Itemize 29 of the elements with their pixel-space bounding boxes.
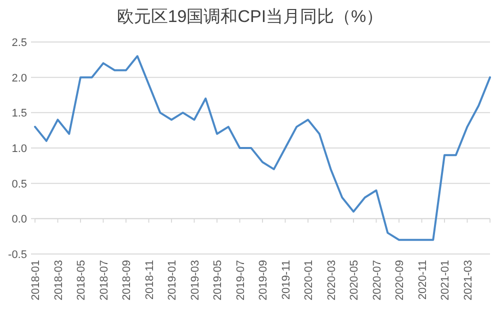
x-tick-label: 2020-01 — [303, 260, 315, 300]
y-tick-label: 2.0 — [12, 72, 27, 84]
y-tick-label: 0.0 — [12, 214, 27, 226]
y-tick-label: 1.0 — [12, 143, 27, 155]
x-tick-label: 2020-09 — [394, 260, 406, 300]
x-tick-label: 2021-01 — [440, 260, 452, 300]
x-tick-label: 2019-01 — [166, 260, 178, 300]
x-tick-label: 2018-03 — [52, 260, 65, 300]
y-tick-label: 2.5 — [12, 37, 27, 49]
x-tick-label: 2019-05 — [212, 260, 224, 300]
chart-title: 欧元区19国调和CPI当月同比（%） — [116, 7, 384, 26]
x-tick-label: 2018-07 — [98, 260, 110, 300]
x-tick-label: 2020-03 — [326, 260, 338, 300]
y-tick-label: 0.5 — [12, 178, 27, 190]
x-tick-label: 2020-07 — [371, 260, 384, 300]
x-tick-label: 2018-01 — [30, 260, 42, 300]
x-tick-label: 2019-09 — [258, 260, 270, 300]
x-tick-label: 2018-11 — [144, 260, 156, 300]
line-series — [34, 55, 491, 241]
x-tick-label: 2020-11 — [416, 260, 429, 300]
x-tick-label: 2018-05 — [76, 260, 88, 300]
x-tick-label: 2021-03 — [462, 260, 474, 300]
y-tick-label: -0.5 — [8, 249, 27, 261]
y-tick-label: 1.5 — [12, 108, 27, 120]
x-tick-label: 2018-09 — [121, 260, 133, 300]
x-tick-label: 2019-03 — [189, 260, 202, 300]
x-tick-label: 2019-07 — [234, 260, 247, 300]
x-tick-label: 2020-05 — [348, 260, 360, 300]
x-tick-label: 2019-11 — [280, 260, 292, 300]
